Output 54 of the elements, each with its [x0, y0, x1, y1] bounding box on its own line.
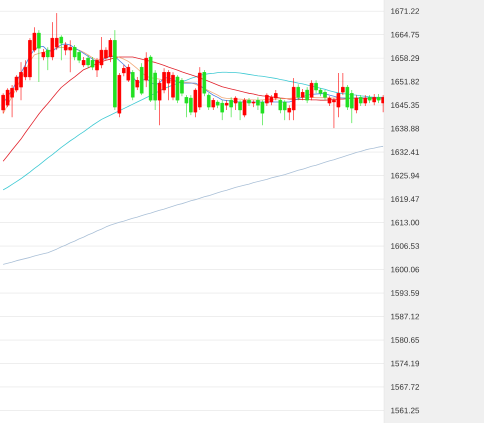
candlestick [238, 100, 242, 120]
candlestick [82, 56, 86, 68]
candlestick [229, 97, 233, 118]
candlestick [363, 94, 368, 106]
candlestick [376, 94, 380, 104]
candlestick [220, 100, 224, 120]
candlestick [202, 70, 206, 97]
candlestick [135, 76, 140, 90]
y-tick-label: 1671.22 [391, 8, 420, 14]
candlestick [242, 98, 246, 118]
candlestick [64, 42, 68, 56]
y-tick-label: 1651.82 [391, 78, 420, 84]
candlestick [144, 52, 148, 88]
candlestick [247, 98, 251, 106]
y-tick-label: 1645.35 [391, 102, 420, 108]
candlestick [252, 100, 256, 108]
y-tick-label: 1664.75 [391, 32, 420, 38]
candlestick [358, 94, 363, 106]
candlestick [234, 96, 238, 110]
candlestick [42, 48, 46, 61]
candlestick [305, 86, 309, 104]
candlestick [310, 80, 314, 101]
candlestick [300, 88, 304, 101]
y-tick-label: 1587.12 [391, 314, 420, 320]
candlestick [292, 78, 296, 120]
candlestick [354, 94, 358, 114]
y-tick-label: 1658.29 [391, 55, 420, 61]
y-tick-label: 1593.59 [391, 290, 420, 296]
y-tick-label: 1632.41 [391, 149, 420, 155]
y-tick-label: 1606.53 [391, 243, 420, 249]
y-tick-label: 1561.25 [391, 408, 420, 414]
y-tick-label: 1613.00 [391, 220, 420, 226]
y-tick-label: 1567.72 [391, 384, 420, 390]
candlestick [68, 40, 72, 73]
candlestick [341, 72, 345, 96]
candlestick [50, 22, 54, 61]
candlestick [46, 46, 50, 70]
candlestick [59, 34, 64, 61]
y-tick-label: 1625.94 [391, 172, 420, 178]
candlestick [372, 94, 376, 106]
candlestick [296, 84, 300, 101]
candlestick [206, 93, 211, 110]
candlestick [282, 100, 287, 120]
y-tick-label: 1638.88 [391, 126, 420, 132]
candlestick [37, 30, 41, 82]
y-tick-label: 1574.19 [391, 360, 420, 366]
y-tick-label: 1580.65 [391, 337, 420, 343]
candlestick [122, 64, 126, 77]
candlestick [126, 64, 130, 82]
candlestick [278, 98, 282, 114]
candlestick [224, 100, 228, 110]
candlestick [211, 98, 216, 110]
y-tick-label: 1619.47 [391, 196, 420, 202]
y-tick-label: 1600.06 [391, 266, 420, 272]
